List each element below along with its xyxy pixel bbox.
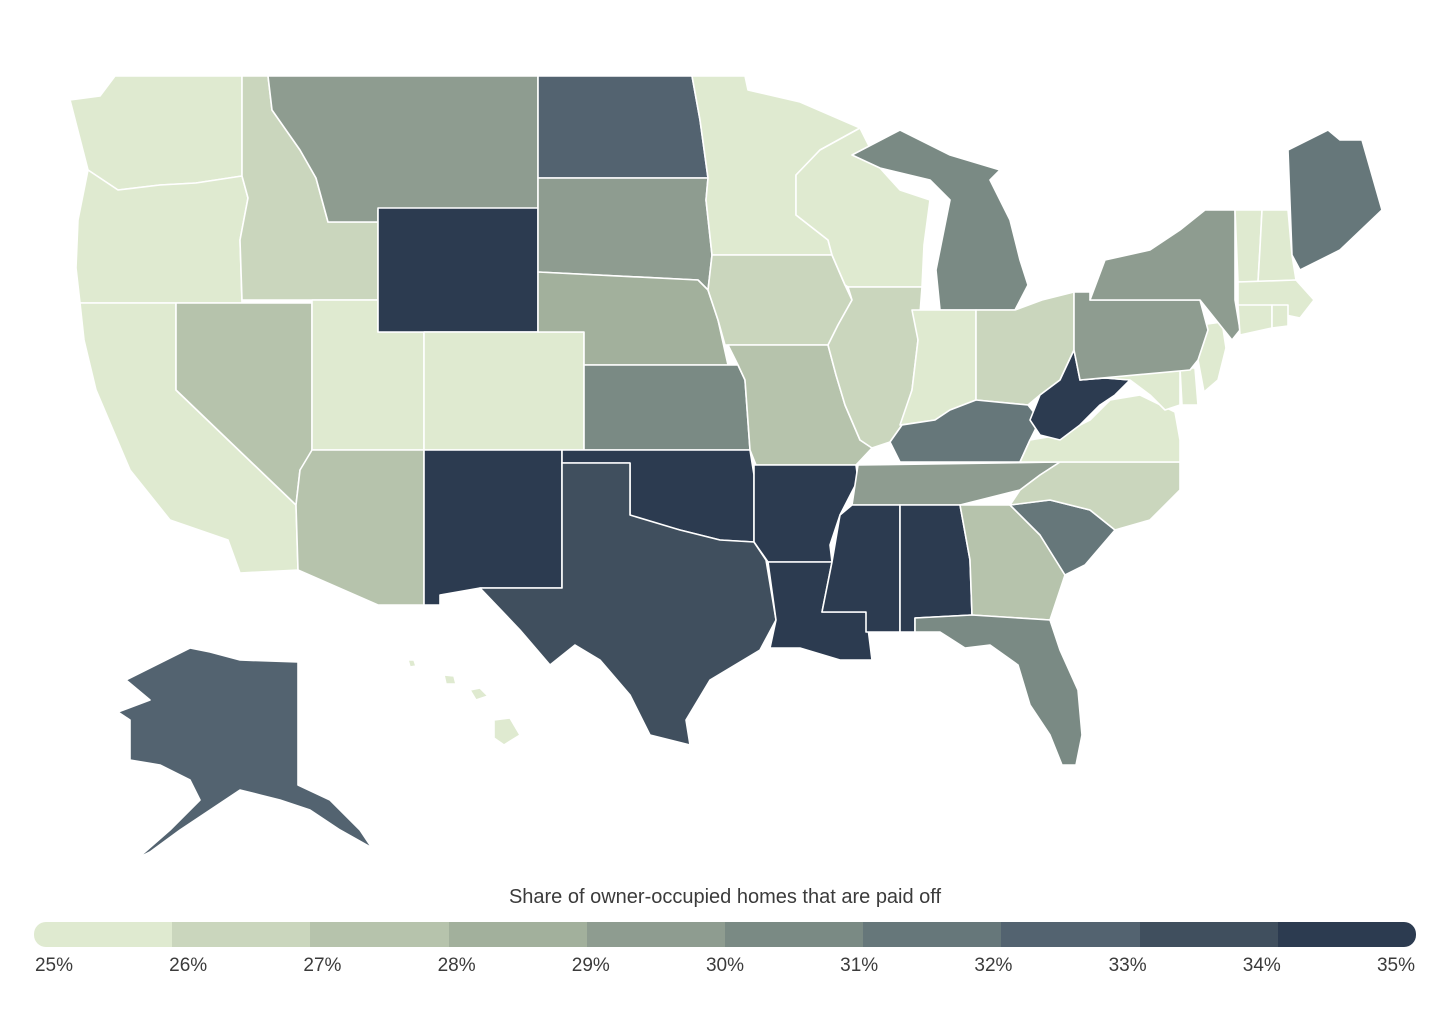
legend-tick: 34% — [1242, 955, 1281, 976]
legend-tick: 31% — [840, 955, 879, 976]
state-ND — [537, 75, 709, 179]
state-OR — [75, 169, 249, 304]
state-AL — [899, 504, 973, 633]
state-IA — [707, 254, 853, 346]
state-CT — [1237, 304, 1273, 336]
legend-color-scale — [34, 922, 1416, 947]
legend-tick: 32% — [974, 955, 1013, 976]
legend-swatch-3 — [448, 922, 587, 947]
legend-tick: 35% — [1376, 955, 1416, 976]
state-NM — [423, 449, 563, 606]
legend-tick: 30% — [705, 955, 745, 976]
state-RI — [1271, 304, 1289, 329]
state-ME — [1287, 129, 1383, 271]
state-AZ — [295, 449, 425, 606]
legend-tick: 29% — [571, 955, 610, 976]
legend-swatch-8 — [1139, 922, 1278, 947]
legend-swatch-6 — [863, 922, 1002, 947]
legend-swatch-7 — [1001, 922, 1140, 947]
state-KS — [583, 364, 751, 451]
legend-swatch-4 — [586, 922, 726, 947]
state-DE — [1179, 367, 1199, 406]
legend-tick: 33% — [1108, 955, 1147, 976]
state-AK — [117, 647, 373, 859]
state-CO — [423, 331, 585, 451]
legend-swatch-9 — [1277, 922, 1416, 947]
legend-swatch-0 — [34, 922, 173, 947]
state-WY — [377, 207, 539, 333]
legend-tick: 27% — [303, 955, 342, 976]
state-PA — [1073, 291, 1209, 381]
state-WI — [795, 127, 931, 288]
state-FL — [914, 614, 1083, 766]
legend-swatch-5 — [725, 922, 864, 947]
legend-tick-labels: 25% 26% 27% 28% 29% 30% 31% 32% 33% 34% 35% — [0, 955, 1450, 981]
legend-swatch-2 — [310, 922, 449, 947]
legend-title: Share of owner-occupied homes that are p… — [508, 886, 942, 908]
state-VA — [1019, 394, 1181, 463]
state-HI — [407, 659, 521, 746]
legend-tick: 26% — [169, 955, 208, 976]
state-WA — [69, 75, 243, 191]
legend-tick: 25% — [34, 955, 74, 976]
legend-swatch-1 — [172, 922, 311, 947]
legend-tick: 28% — [437, 955, 476, 976]
us-choropleth-map — [69, 75, 1383, 859]
state-NY — [1089, 209, 1241, 341]
state-TX — [479, 462, 777, 746]
state-MI — [851, 129, 1029, 311]
state-KY — [889, 399, 1041, 463]
